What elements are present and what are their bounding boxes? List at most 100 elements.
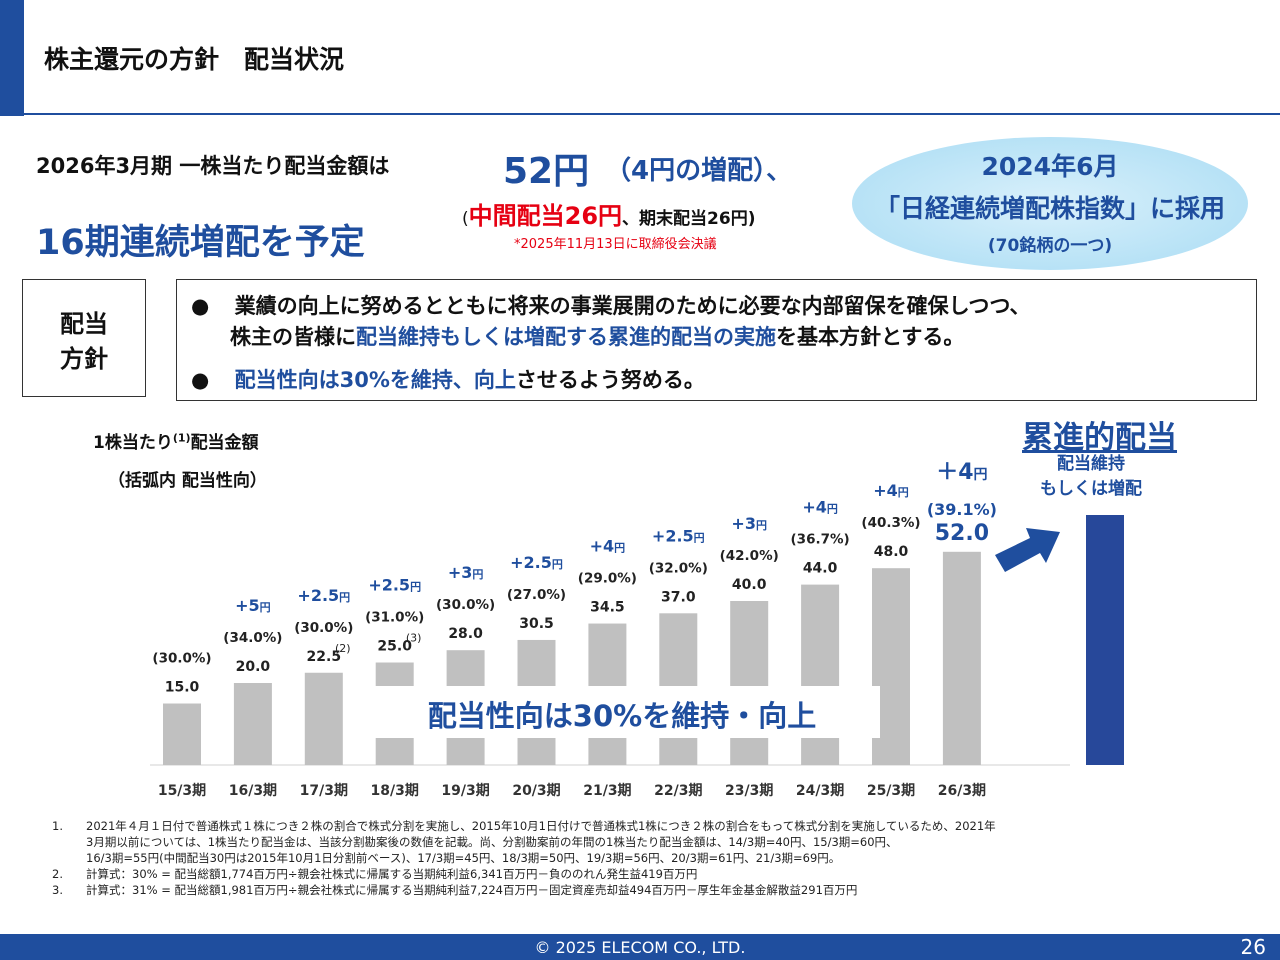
increase-label: +2.5円 <box>652 526 705 545</box>
value-label: 37.0 <box>661 589 696 605</box>
footnote-number: 2. <box>52 867 63 881</box>
increase-value: +4 <box>873 481 898 500</box>
policy-text-box: ● 業績の向上に努めるとともに将来の事業展開のために必要な内部留保を確保しつつ、… <box>176 279 1257 401</box>
interim-dividend: 中間配当26円 <box>468 202 623 230</box>
increase-value: +4 <box>802 498 827 517</box>
increase-label: +2.5円 <box>297 586 350 605</box>
increase-unit: 円 <box>756 519 767 532</box>
progressive-dividend-sub: 配当維持 もしくは増配 <box>1026 452 1156 502</box>
footnote-number: 1. <box>52 819 63 833</box>
bar-16/3期 <box>233 683 272 765</box>
payout-label: (39.1%) <box>927 500 997 519</box>
increase-unit: 円 <box>898 486 909 499</box>
increase-label: +2.5円 <box>368 576 421 595</box>
category-label: 26/3期 <box>938 783 986 799</box>
nikkei-note: (70銘柄の一つ) <box>987 236 1113 256</box>
policy-bullet-1: ● 業績の向上に努めるとともに将来の事業展開のために必要な内部留保を確保しつつ、 <box>191 290 1031 320</box>
nikkei-date: 2024年6月 <box>981 152 1119 181</box>
increase-unit: 円 <box>339 591 350 604</box>
year-end-dividend: 、期末配当26円) <box>622 209 756 229</box>
payout-label: (30.0%) <box>294 620 353 636</box>
payout-label: (30.0%) <box>436 597 495 613</box>
arrow-icon <box>995 528 1060 572</box>
nikkei-index-name: 「日経連続増配株指数」に採用 <box>874 194 1225 223</box>
increase-unit: 円 <box>472 568 483 581</box>
increase-unit: 円 <box>827 503 838 516</box>
increase-unit: 円 <box>552 558 563 571</box>
increase-label: +4円 <box>590 537 626 556</box>
dividend-amount: 52円 <box>503 151 590 192</box>
increase-value: +2.5 <box>368 576 410 595</box>
policy-label-box: 配当 方針 <box>22 279 146 397</box>
increase-label: +2.5円 <box>510 553 563 572</box>
category-label: 24/3期 <box>796 783 844 799</box>
increase-unit: 円 <box>694 531 705 544</box>
page-number: 26 <box>1240 935 1266 959</box>
category-label: 22/3期 <box>654 783 702 799</box>
footnote-text: 計算式：30% = 配当総額1,774百万円÷親会社株式に帰属する当期純利益6,… <box>86 867 698 881</box>
increase-label: +3円 <box>448 563 484 582</box>
progressive-dividend-title: 累進的配当 <box>1022 420 1177 456</box>
copyright: © 2025 ELECOM CO., LTD. <box>534 938 746 957</box>
policy-text-2-post: させるよう努める。 <box>515 368 705 392</box>
category-label: 19/3期 <box>441 783 489 799</box>
footnote-line: 3月期以前については、1株当たり配当金は、当該分割勘案後の数値を記載。尚、分割勘… <box>52 834 996 850</box>
policy-text-2-hl: 配当性向は30%を維持、向上 <box>234 368 516 392</box>
value-label: 34.5 <box>590 600 625 616</box>
progressive-bar <box>1086 515 1124 765</box>
value-label: 20.0 <box>236 659 271 675</box>
board-resolution-note: *2025年11月13日に取締役会決議 <box>514 237 717 252</box>
footnote-text: 16/3期=55円(中間配当30円は2015年10月1日分割前ベース)、17/3… <box>86 851 841 865</box>
value-note: (2) <box>335 642 351 655</box>
increase-unit: 円 <box>410 581 421 594</box>
payout-label: (32.0%) <box>649 560 708 576</box>
footnote-number: 3. <box>52 883 63 897</box>
headline-line2: 16期連続増配を予定 <box>36 223 365 263</box>
overlay-label: 配当性向は30%を維持・向上 <box>428 699 816 733</box>
category-label: 16/3期 <box>229 783 277 799</box>
dividend-bar-chart: 15.0(30.0%)15/3期20.0(34.0%)+5円16/3期22.5(… <box>150 460 1124 799</box>
footnote-line: 2. 計算式：30% = 配当総額1,774百万円÷親会社株式に帰属する当期純利益… <box>52 866 996 882</box>
progressive-sub2: もしくは増配 <box>1040 479 1142 499</box>
bullet-icon: ● <box>191 368 210 392</box>
bar-17/3期 <box>304 672 343 765</box>
payout-label: (30.0%) <box>152 651 211 667</box>
payout-label: (40.3%) <box>861 515 920 531</box>
policy-text-1a: 業績の向上に努めるとともに将来の事業展開のために必要な内部留保を確保しつつ、 <box>234 294 1031 318</box>
increase-unit: 円 <box>260 601 271 614</box>
headline-line1: 2026年3月期 一株当たり配当金額は <box>36 154 390 178</box>
chart-title-note: (1) <box>172 431 191 445</box>
policy-text-1b-hl: 配当維持もしくは増配する累進的配当の実施 <box>356 325 776 349</box>
bar-15/3期 <box>163 703 201 765</box>
value-label: 52.0 <box>935 521 989 546</box>
category-label: 21/3期 <box>583 783 631 799</box>
payout-label: (31.0%) <box>365 610 424 626</box>
policy-text-1b-post: を基本方針とする。 <box>776 325 965 349</box>
value-label: 30.5 <box>519 616 554 632</box>
overlay-label-band <box>370 686 880 738</box>
footnote-line: 16/3期=55円(中間配当30円は2015年10月1日分割前ベース)、17/3… <box>52 850 996 866</box>
increase-value: +5 <box>235 596 260 615</box>
increase-value: +2.5 <box>297 586 339 605</box>
policy-text-1b-pre: 株主の皆様に <box>230 325 356 349</box>
category-label: 20/3期 <box>512 783 560 799</box>
bar-23/3期 <box>730 601 769 765</box>
chart-title-main: 1株当たり <box>93 433 173 453</box>
category-label: 17/3期 <box>300 783 348 799</box>
value-label: 15.0 <box>165 680 200 696</box>
category-label: 25/3期 <box>867 783 915 799</box>
chart-title-rest: 配当金額 <box>190 433 259 453</box>
policy-bullet-2: ● 配当性向は30%を維持、向上させるよう努める。 <box>191 364 705 394</box>
value-label: 28.0 <box>448 626 483 642</box>
value-label: 25.0 <box>377 639 412 655</box>
increase-value: +3 <box>731 514 756 533</box>
payout-label: (42.0%) <box>720 548 779 564</box>
value-note: (3) <box>406 632 422 645</box>
payout-label: (27.0%) <box>507 587 566 603</box>
increase-label: +4円 <box>802 498 838 517</box>
footnote-text: 2021年４月１日付で普通株式１株につき２株の割合で株式分割を実施し、2015年… <box>86 819 996 833</box>
header-accent-bar <box>0 0 24 116</box>
policy-bullet-1-cont: 株主の皆様に配当維持もしくは増配する累進的配当の実施を基本方針とする。 <box>230 321 964 351</box>
category-label: 18/3期 <box>371 783 419 799</box>
increase-value: ＋4 <box>936 460 973 485</box>
